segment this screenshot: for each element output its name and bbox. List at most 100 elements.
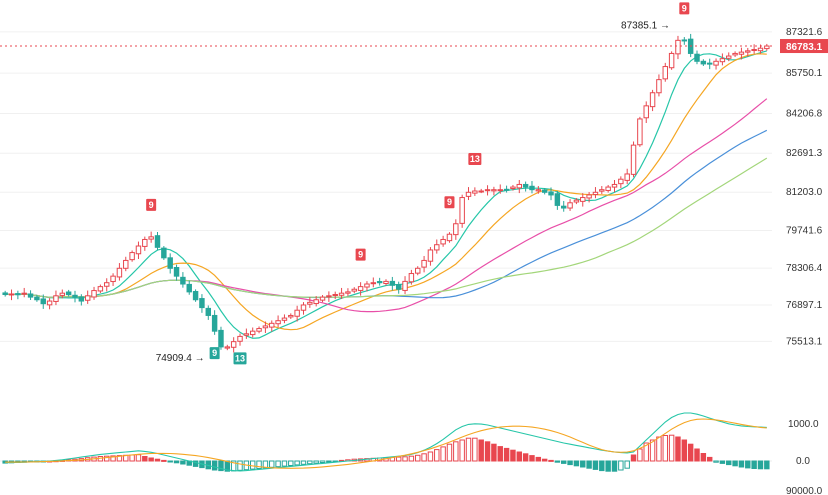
candle-body-118 [751, 49, 757, 52]
candle-body-94 [599, 189, 605, 192]
td-marker-label-5: 13 [235, 353, 245, 363]
macd-bar-92 [586, 460, 592, 469]
macd-bar-74 [472, 437, 478, 462]
candle-body-60 [383, 280, 389, 284]
candle-body-74 [472, 190, 478, 194]
macd-bar-34 [218, 460, 224, 472]
candlesticks [2, 33, 770, 353]
macd-bar-70 [446, 443, 453, 462]
candle-body-2 [15, 293, 21, 296]
macd-bar-72 [459, 439, 465, 462]
macd-bar-20 [129, 454, 135, 462]
candle-body-59 [376, 281, 383, 284]
grid-lines [0, 31, 772, 342]
macd-bar-83 [529, 455, 535, 462]
candle-body-93 [592, 191, 599, 196]
candle-body-81 [516, 183, 523, 189]
candle-body-99 [630, 144, 637, 175]
macd-bar-40 [256, 460, 262, 469]
candle-body-56 [357, 286, 364, 291]
min-price-annotation: 74909.4 → [156, 353, 205, 364]
macd-bar-68 [434, 449, 440, 462]
macd-bar-47 [300, 460, 307, 465]
td-marker-badge-6 [679, 2, 690, 15]
td-marker-label-0: 9 [149, 200, 154, 210]
candle-body-21 [135, 245, 142, 255]
macd-bar-88 [560, 460, 567, 464]
candle-body-43 [275, 320, 281, 325]
candle-body-47 [300, 304, 307, 311]
price-tick-2: 84206.8 [786, 109, 823, 120]
candle-body-75 [478, 190, 484, 193]
macd-bar-91 [580, 460, 586, 468]
candle-body-104 [662, 66, 668, 80]
macd-bar-117 [745, 460, 751, 469]
candle-body-115 [732, 52, 738, 56]
td-marker-badge-5 [233, 352, 247, 365]
candle-body-97 [618, 178, 624, 185]
macd-bar-99 [630, 454, 637, 462]
candle-body-117 [745, 50, 751, 53]
macd-tick-2: 90000.0 [786, 486, 823, 495]
candle-body-77 [491, 189, 497, 192]
macd-bar-27 [173, 460, 180, 464]
macd-bar-33 [211, 460, 218, 471]
macd-bar-112 [713, 460, 719, 463]
candle-body-30 [192, 290, 199, 301]
macd-bar-18 [116, 455, 123, 462]
candle-body-61 [389, 280, 396, 286]
macd-bar-25 [161, 459, 167, 462]
candle-body-119 [757, 47, 764, 52]
macd-bar-119 [757, 460, 764, 470]
macd-bar-62 [395, 456, 402, 462]
candle-body-42 [269, 322, 275, 328]
macd-bar-39 [249, 460, 256, 470]
candle-body-92 [586, 194, 592, 199]
macd-bar-81 [516, 451, 523, 462]
moving-average-lines [5, 50, 768, 339]
candle-body-31 [199, 298, 205, 309]
candle-body-72 [459, 197, 465, 224]
macd-bar-107 [681, 439, 688, 462]
last-price-label: 86783.1 [786, 42, 823, 53]
macd-bar-66 [421, 453, 427, 462]
candle-body-102 [649, 92, 656, 108]
macd-bar-77 [491, 443, 497, 462]
candle-body-68 [434, 244, 440, 251]
macd-bar-79 [503, 447, 510, 462]
price-tick-1: 85750.1 [786, 68, 823, 79]
macd-bar-115 [732, 460, 738, 467]
macd-bar-94 [599, 460, 605, 472]
macd-bar-51 [326, 460, 332, 463]
candle-body-20 [129, 252, 135, 261]
macd-bar-71 [453, 441, 459, 462]
candle-body-52 [332, 293, 338, 296]
macd-bar-67 [427, 451, 434, 462]
price-tick-5: 79741.6 [786, 226, 823, 237]
macd-bar-103 [656, 436, 662, 462]
candle-body-69 [440, 238, 446, 245]
candle-body-41 [262, 325, 269, 329]
candle-body-89 [567, 202, 573, 209]
macd-bar-87 [554, 460, 561, 463]
candle-body-9 [59, 292, 66, 296]
candle-body-85 [541, 189, 548, 193]
macd-dea-line [5, 418, 767, 469]
candle-body-95 [605, 186, 611, 191]
macd-bar-41 [262, 460, 269, 469]
macd-bar-109 [694, 448, 700, 462]
macd-bar-105 [668, 434, 675, 462]
candle-body-79 [503, 188, 510, 191]
macd-bar-42 [269, 460, 275, 468]
td-marker-badge-1 [355, 248, 366, 261]
macd-bar-24 [154, 458, 161, 462]
td-marker-badge-0 [146, 198, 157, 211]
macd-bar-95 [605, 460, 611, 472]
candle-body-8 [53, 295, 59, 302]
td-markers: 9 9 9 13 9 13 9 [146, 2, 690, 365]
candle-body-49 [313, 299, 319, 305]
candle-body-15 [97, 286, 104, 292]
macd-bar-104 [662, 435, 668, 462]
candle-body-65 [415, 267, 421, 274]
